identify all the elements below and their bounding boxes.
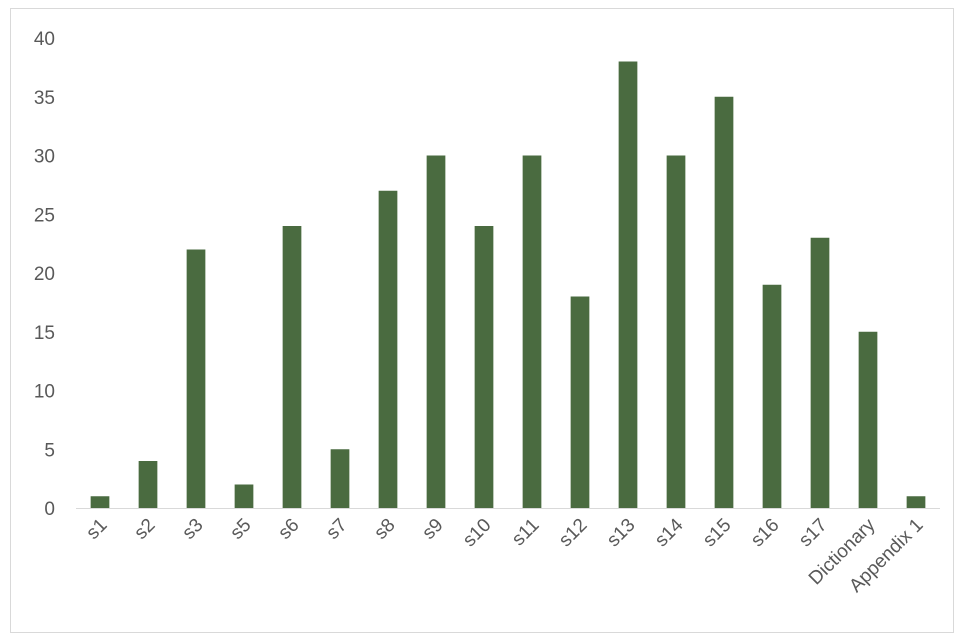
y-tick-label: 0 [44,499,55,520]
y-tick-label: 20 [34,264,55,285]
y-tick-label: 30 [34,147,55,168]
bar-s14 [666,155,686,508]
y-tick-label: 35 [34,88,55,109]
bar-s15 [714,96,734,508]
bar-appendix-1 [906,496,926,508]
x-tick-label: s2 [130,515,159,544]
x-tick-label: s5 [226,515,255,544]
bar-s1 [90,496,110,508]
bar-s2 [138,461,158,508]
x-tick-label: s3 [178,515,207,544]
y-tick-label: 10 [34,382,55,403]
x-tick-label: s15 [699,515,736,552]
bar-s8 [378,190,398,508]
x-tick-label: s7 [322,515,351,544]
x-tick-label: s13 [603,515,640,552]
x-tick-label: s14 [651,514,688,551]
bar-dictionary [858,331,878,508]
x-tick-label: s17 [795,515,832,552]
x-tick-label: s10 [459,515,496,552]
bar-s5 [234,484,254,508]
x-tick-label: s16 [747,515,784,552]
bar-s3 [186,249,206,508]
y-axis-ticks: 0 5 10 15 20 25 30 35 40 [34,29,55,520]
y-tick-label: 15 [34,323,55,344]
x-tick-label: s12 [555,515,592,552]
y-tick-label: 5 [44,440,55,461]
bar-s6 [282,226,302,508]
x-axis-ticks: s1 s2 s3 s5 s6 s7 s8 s9 s10 s11 s12 s13 s14 s15 s16 s17… [82,514,927,596]
bar-s11 [522,155,542,508]
bar-s17 [810,237,830,508]
x-tick-label: s11 [508,515,544,551]
x-tick-label: s8 [370,515,399,544]
bar-s10 [474,226,494,508]
x-tick-label: s1 [82,515,111,544]
x-tick-label: s6 [274,515,303,544]
y-tick-label: 40 [34,29,55,50]
x-tick-label: s9 [418,515,447,544]
y-tick-label: 25 [34,205,55,226]
bars [90,61,926,508]
bar-s13 [618,61,638,508]
bar-s7 [330,449,350,508]
bar-s16 [762,284,782,508]
bar-s9 [426,155,446,508]
bar-s12 [570,296,590,508]
